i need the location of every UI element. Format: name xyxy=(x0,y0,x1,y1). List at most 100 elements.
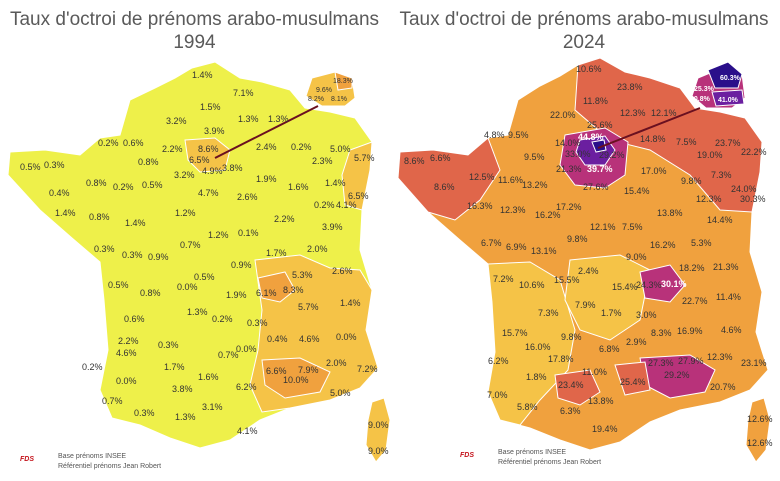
department-value-label: 20.7% xyxy=(710,382,736,392)
department-value-label: 15.5% xyxy=(554,275,580,285)
inset-label: 25.3% xyxy=(694,86,715,93)
department-value-label: 8.6% xyxy=(198,144,219,154)
department-value-label: 0.8% xyxy=(140,288,161,298)
department-value-label: 1.6% xyxy=(288,182,309,192)
department-value-label: 6.1% xyxy=(256,288,277,298)
title-line1: Taux d'octroi de prénoms arabo-musulmans xyxy=(399,9,769,30)
department-value-label: 39.7% xyxy=(587,164,613,174)
inset-pointer-1994 xyxy=(214,105,319,159)
department-value-label: 2.0% xyxy=(307,244,328,254)
department-value-label: 2.0% xyxy=(326,358,347,368)
department-value-label: 0.0% xyxy=(336,332,357,342)
department-value-label: 24.0% xyxy=(731,184,757,194)
department-value-label: 23.7% xyxy=(715,138,741,148)
department-value-label: 2.6% xyxy=(237,192,258,202)
department-value-label: 22.7% xyxy=(682,296,708,306)
inset-label: 41.0% xyxy=(718,97,739,104)
department-value-label: 1.5% xyxy=(200,102,221,112)
department-value-label: 12.1% xyxy=(651,108,677,118)
department-value-label: 0.3% xyxy=(94,244,115,254)
department-value-label: 2.4% xyxy=(256,142,277,152)
department-value-label: 5.0% xyxy=(330,144,351,154)
department-value-label: 7.9% xyxy=(298,365,319,375)
department-value-label: 1.3% xyxy=(175,412,196,422)
lyon-zone-1994 xyxy=(257,271,296,303)
department-value-label: 30.3% xyxy=(740,194,766,204)
department-value-label: 9.5% xyxy=(524,152,545,162)
department-value-label: 0.6% xyxy=(123,138,144,148)
department-value-label: 16.2% xyxy=(535,210,561,220)
department-value-label: 0.7% xyxy=(102,396,123,406)
nimes-zone-2024 xyxy=(614,361,651,396)
department-value-label: 1.4% xyxy=(192,70,213,80)
department-value-label: 24.3% xyxy=(636,280,662,290)
logo-text: FDS xyxy=(460,452,474,459)
department-value-label: 16.0% xyxy=(525,342,551,352)
department-value-label: 1.4% xyxy=(340,298,361,308)
department-value-label: 2.2% xyxy=(162,144,183,154)
department-value-label: 13.2% xyxy=(522,180,548,190)
department-value-label: 0.3% xyxy=(134,408,155,418)
department-value-label: 10.0% xyxy=(283,375,309,385)
department-value-label: 5.7% xyxy=(298,302,319,312)
department-value-label: 7.3% xyxy=(711,170,732,180)
department-value-label: 14.8% xyxy=(640,134,666,144)
inset-label: 60.3% xyxy=(720,75,741,82)
source-credit-2024: Base prénoms INSEE Référentiel prénoms J… xyxy=(498,448,601,468)
department-value-label: 19.4% xyxy=(592,424,618,434)
title-line1: Taux d'octroi de prénoms arabo-musulmans xyxy=(9,9,380,30)
department-value-label: 7.0% xyxy=(487,390,508,400)
department-value-label: 12.6% xyxy=(747,438,773,448)
department-value-label: 1.4% xyxy=(325,178,346,188)
department-value-label: 0.2% xyxy=(291,142,312,152)
department-value-label: 27.3% xyxy=(648,358,674,368)
department-value-label: 30.1% xyxy=(661,279,687,289)
department-value-label: 0.5% xyxy=(142,180,163,190)
department-value-label: 9.8% xyxy=(681,176,702,186)
department-value-label: 2.6% xyxy=(332,266,353,276)
title-line2: 1994 xyxy=(173,32,216,53)
department-value-label: 11.6% xyxy=(498,175,523,185)
department-value-label: 1.4% xyxy=(125,218,146,228)
lyon-zone-2024 xyxy=(639,264,686,303)
department-value-label: 0.2% xyxy=(212,314,233,324)
department-value-label: 13.1% xyxy=(531,246,557,256)
department-value-label: 2.2% xyxy=(274,214,295,224)
department-value-label: 5.0% xyxy=(330,388,351,398)
department-value-label: 5.3% xyxy=(691,238,712,248)
department-value-label: 7.2% xyxy=(357,364,378,374)
department-value-label: 3.9% xyxy=(204,126,225,136)
department-value-label: 0.2% xyxy=(82,362,103,372)
department-value-label: 3.9% xyxy=(322,222,343,232)
department-value-label: 0.7% xyxy=(180,240,201,250)
department-value-label: 0.4% xyxy=(49,188,70,198)
department-value-label: 9.5% xyxy=(508,130,529,140)
department-value-label: 9.0% xyxy=(368,446,389,456)
fds-logo: FDS xyxy=(20,456,42,466)
department-value-label: 6.3% xyxy=(560,406,581,416)
logo-text: FDS xyxy=(20,456,34,463)
department-value-label: 1.4% xyxy=(55,208,76,218)
department-value-label: 1.9% xyxy=(256,174,277,184)
department-value-label: 19.0% xyxy=(697,150,723,160)
department-value-label: 12.3% xyxy=(707,352,733,362)
source-credit-1994: Base prénoms INSEE Référentiel prénoms J… xyxy=(58,452,161,472)
department-value-label: 0.4% xyxy=(267,334,288,344)
department-value-label: 16.9% xyxy=(677,326,703,336)
department-value-label: 0.7% xyxy=(218,350,239,360)
department-value-label: 0.5% xyxy=(194,272,215,282)
department-value-label: 3.8% xyxy=(172,384,193,394)
department-value-label: 6.9% xyxy=(506,242,527,252)
department-value-label: 0.0% xyxy=(236,344,257,354)
department-value-label: 2.3% xyxy=(312,156,333,166)
department-value-label: 9.8% xyxy=(561,332,582,342)
department-value-label: 15.4% xyxy=(612,282,638,292)
department-value-label: 8.6% xyxy=(434,182,455,192)
alsace-zone-1994 xyxy=(341,141,373,211)
inset-label: 8.2% xyxy=(308,96,324,103)
department-value-label: 0.0% xyxy=(177,282,198,292)
department-value-label: 0.3% xyxy=(44,160,65,170)
inset-label: 8.1% xyxy=(331,96,347,103)
department-value-label: 6.8% xyxy=(599,344,620,354)
department-value-label: 0.0% xyxy=(116,376,137,386)
